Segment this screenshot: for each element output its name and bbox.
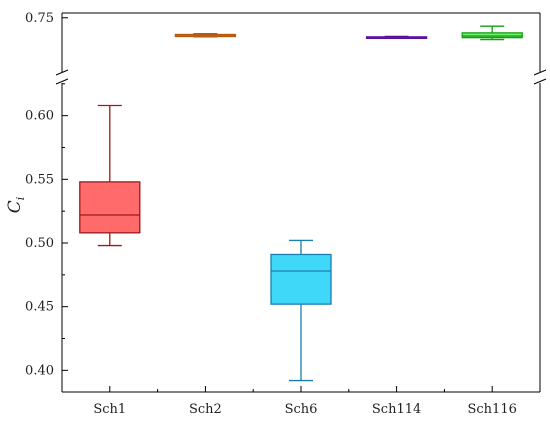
box-iqr: [270, 253, 332, 305]
box-sch1: [79, 104, 141, 247]
box-sch114: [365, 35, 428, 39]
box-iqr: [461, 32, 523, 39]
y-axis-label-subscript: i: [14, 197, 27, 201]
x-tick-label: Sch116: [468, 402, 517, 417]
y-tick-label: 0.50: [25, 236, 54, 251]
axes: 0.75 0.40 0.45 0.50 0.55 0.60 Sch1 Sch2 Sch6 Sch1…: [25, 11, 547, 417]
y-tick-label: 0.75: [25, 11, 54, 26]
axis-break-mark: [55, 78, 69, 85]
y-axis-label: Ci: [5, 197, 27, 214]
y-tick-label: 0.60: [25, 109, 54, 124]
x-tick-label: Sch6: [285, 402, 318, 417]
box-sch116: [461, 25, 523, 41]
axis-break-mark: [55, 69, 69, 76]
axis-break-mark: [533, 78, 547, 85]
y-tick-label: 0.45: [25, 300, 54, 315]
box-sch2: [174, 33, 237, 38]
y-tick-label: 0.55: [25, 172, 54, 187]
x-tick-label: Sch114: [372, 402, 421, 417]
box-sch6: [270, 239, 332, 382]
box-series: [79, 25, 523, 382]
y-axis-label-main: C: [5, 200, 25, 213]
x-tick-label: Sch2: [189, 402, 222, 417]
x-tick-label: Sch1: [93, 402, 126, 417]
axis-break-mark: [533, 69, 547, 76]
axis-labels: Ci: [5, 197, 27, 214]
y-tick-label: 0.40: [25, 363, 54, 378]
box-iqr: [79, 181, 141, 234]
